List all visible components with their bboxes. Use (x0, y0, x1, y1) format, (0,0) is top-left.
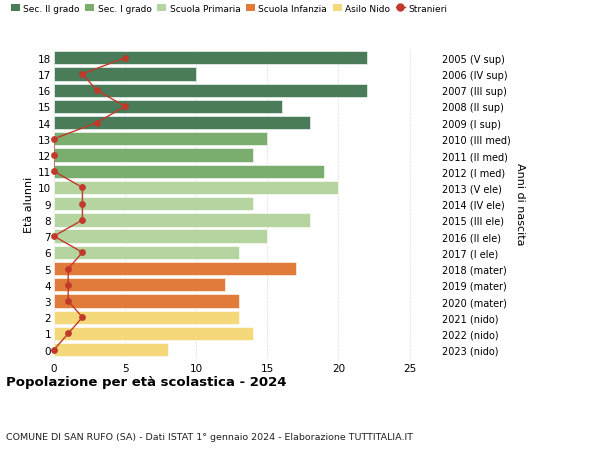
Point (64, 298, 73, 305)
Text: COMUNE DI SAN RUFO (SA) - Dati ISTAT 1° gennaio 2024 - Elaborazione TUTTITALIA.I: COMUNE DI SAN RUFO (SA) - Dati ISTAT 1° … (6, 431, 413, 441)
Bar (54, 343, 168, 357)
Legend: Sec. II grado, Sec. I grado, Scuola Primaria, Scuola Infanzia, Asilo Nido, Stran: Sec. II grado, Sec. I grado, Scuola Prim… (11, 5, 448, 13)
Bar (54, 84, 367, 98)
Bar (54, 149, 253, 162)
Bar (54, 214, 310, 227)
Bar (54, 295, 239, 308)
Point (77, 249, 87, 257)
Point (64, 330, 73, 337)
Point (77, 314, 87, 321)
Bar (54, 279, 224, 292)
Bar (54, 117, 310, 130)
Bar (54, 133, 268, 146)
Y-axis label: Età alunni: Età alunni (24, 176, 34, 232)
Point (77, 217, 87, 224)
Point (49, 168, 59, 175)
Point (64, 265, 73, 273)
Bar (54, 165, 324, 179)
Text: Popolazione per età scolastica - 2024: Popolazione per età scolastica - 2024 (6, 375, 287, 388)
Bar (54, 52, 367, 65)
Point (77, 71, 87, 78)
Point (64, 281, 73, 289)
Bar (54, 263, 296, 276)
Y-axis label: Anni di nascita: Anni di nascita (515, 163, 525, 246)
Point (49, 346, 59, 353)
Point (77, 185, 87, 192)
Bar (54, 230, 268, 243)
Point (49, 152, 59, 159)
Point (77, 201, 87, 208)
Point (121, 55, 130, 62)
Point (92, 87, 101, 95)
Bar (54, 101, 281, 114)
Point (121, 103, 130, 111)
Bar (54, 311, 239, 324)
Bar (54, 68, 196, 81)
Point (92, 120, 101, 127)
Bar (54, 181, 338, 195)
Bar (54, 327, 253, 341)
Point (49, 136, 59, 143)
Point (49, 233, 59, 241)
Bar (54, 198, 253, 211)
Bar (54, 246, 239, 259)
